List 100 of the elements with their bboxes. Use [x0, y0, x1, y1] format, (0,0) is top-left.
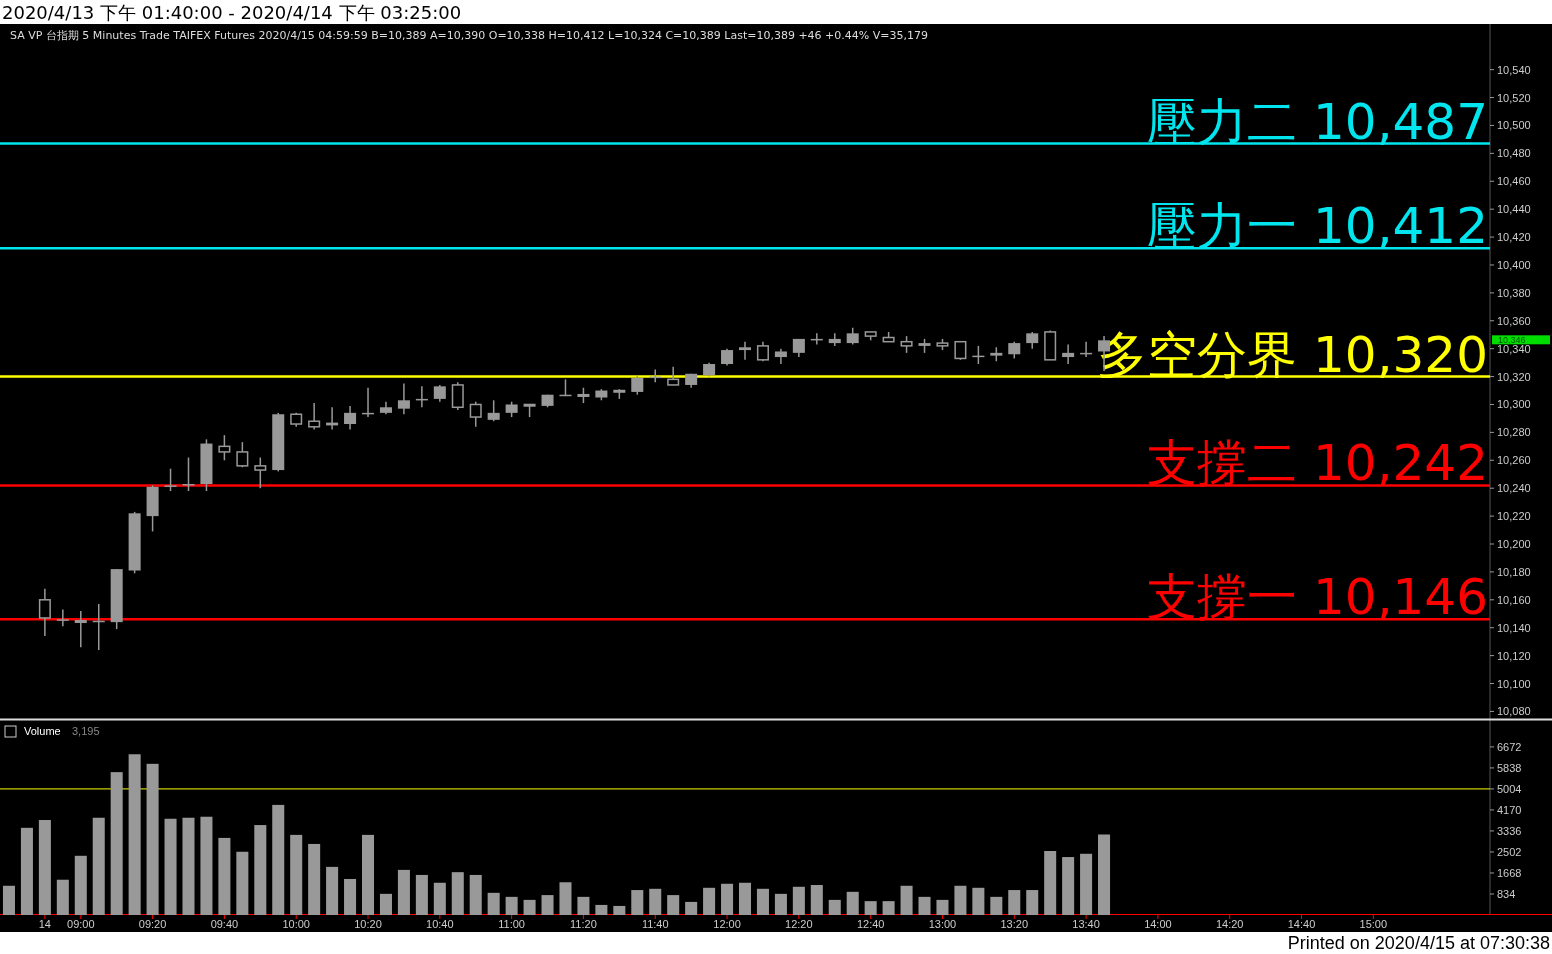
- y-tick-label: 10,140: [1497, 621, 1531, 634]
- candlestick: [56, 608, 69, 628]
- y-tick-label: 10,480: [1497, 147, 1531, 160]
- bar: [415, 874, 428, 915]
- y-tick-label: 10,460: [1497, 175, 1531, 188]
- x-tick-label: 10:00: [282, 918, 310, 930]
- x-tick-label: 15:00: [1359, 918, 1388, 930]
- bar: [272, 804, 285, 915]
- x-tick-label: 12:40: [856, 918, 885, 930]
- bar: [74, 855, 87, 915]
- candlestick: [397, 382, 410, 415]
- bar: [1098, 834, 1111, 915]
- y-tick-label: 10,540: [1497, 63, 1531, 76]
- bar: [703, 887, 716, 915]
- bar: [200, 816, 213, 915]
- bar: [1008, 890, 1021, 915]
- bar: [864, 901, 877, 915]
- candlestick: [38, 587, 51, 637]
- bar: [721, 883, 734, 915]
- y-tick-label: 2502: [1497, 845, 1522, 858]
- ref-line-label: 支撐一 10,146: [1147, 568, 1488, 627]
- y-tick-label: 10,220: [1497, 510, 1531, 523]
- y-tick-label: 10,360: [1497, 314, 1531, 327]
- x-tick-label: 14:00: [1144, 918, 1172, 930]
- bar: [523, 899, 536, 915]
- candlestick: [487, 399, 500, 422]
- y-tick-label: 10,400: [1497, 258, 1531, 271]
- bar: [38, 820, 51, 915]
- bar: [236, 851, 249, 915]
- bar: [828, 899, 841, 915]
- y-tick-label: 10,440: [1497, 203, 1531, 216]
- bar: [362, 834, 375, 915]
- y-tick-label: 834: [1497, 887, 1516, 900]
- chart-title: Volume: [24, 725, 61, 737]
- bar: [1044, 851, 1057, 915]
- y-tick-label: 5838: [1497, 761, 1522, 774]
- candlestick: [344, 405, 357, 431]
- x-tick-label: 13:20: [1000, 918, 1029, 930]
- bar: [756, 888, 769, 915]
- x-tick-label: 14: [38, 918, 51, 930]
- ref-line-label: 支撐二 10,242: [1147, 434, 1488, 493]
- bar: [308, 843, 321, 915]
- y-tick-label: 10,260: [1497, 454, 1531, 467]
- annotation: SA VP 台指期 5 Minutes Trade TAIFEX Futures 2020/4/15 04:59:59 B=10,389 A=10,390 O=10,338 H=10,412 L=10,324 C=10,389 Last=10,389 +46 +0.44% V=35,179: [10, 29, 929, 42]
- y-tick-label: 10,420: [1497, 231, 1531, 244]
- bar: [2, 885, 15, 915]
- y-tick-label: 10,160: [1497, 593, 1531, 606]
- bar: [20, 827, 33, 915]
- bar: [146, 763, 159, 915]
- bar: [577, 896, 590, 915]
- bar: [344, 878, 357, 915]
- candlestick: [469, 400, 482, 428]
- x-tick-label: 09:20: [138, 918, 167, 930]
- bar: [810, 885, 823, 915]
- bar: [738, 882, 752, 915]
- bar: [954, 885, 967, 915]
- bar: [290, 834, 303, 915]
- x-tick-label: 11:00: [498, 918, 525, 930]
- bar: [1062, 857, 1075, 915]
- candlestick: [1098, 335, 1111, 372]
- candlestick: [164, 467, 177, 492]
- bar: [774, 893, 787, 915]
- bar: [451, 872, 464, 915]
- bar: [559, 882, 572, 915]
- candlestick: [828, 332, 841, 347]
- candlestick: [308, 402, 321, 431]
- bar: [487, 892, 500, 915]
- y-tick-label: 3336: [1497, 824, 1522, 837]
- bar: [326, 866, 339, 915]
- bar: [792, 886, 805, 915]
- y-tick-label: 4170: [1497, 803, 1522, 816]
- bar: [397, 869, 410, 915]
- x-tick-label: 12:20: [785, 918, 813, 930]
- chart-subtitle: 3,195: [72, 725, 100, 737]
- y-tick-label: 10,080: [1497, 705, 1531, 718]
- bar: [1026, 890, 1039, 915]
- bar: [882, 901, 895, 915]
- bar: [254, 825, 267, 915]
- text: 10,346: [1498, 335, 1526, 346]
- ref-line-label: 壓力一 10,412: [1147, 197, 1488, 256]
- bar: [379, 893, 392, 915]
- x-tick-label: 13:40: [1072, 918, 1100, 930]
- candlestick: [218, 434, 231, 462]
- y-tick-label: 10,500: [1497, 119, 1531, 132]
- y-tick-label: 10,120: [1497, 649, 1531, 662]
- x-tick-label: 13:00: [928, 918, 957, 930]
- candlestick: [182, 456, 195, 492]
- bar: [900, 885, 913, 915]
- text: Printed on 2020/4/15 at 07:30:38: [1287, 933, 1550, 953]
- y-tick-label: 10,240: [1497, 482, 1531, 495]
- x-tick-label: 09:00: [67, 918, 95, 930]
- candlestick: [631, 374, 644, 396]
- bar: [936, 899, 949, 915]
- y-tick-label: 10,180: [1497, 565, 1531, 578]
- y-tick-label: 1668: [1497, 866, 1522, 879]
- y-tick-label: 10,300: [1497, 398, 1531, 411]
- y-tick-label: 10,100: [1497, 677, 1531, 690]
- x-tick-label: 11:20: [570, 918, 597, 930]
- candlestick: [254, 456, 267, 489]
- bar: [918, 896, 931, 915]
